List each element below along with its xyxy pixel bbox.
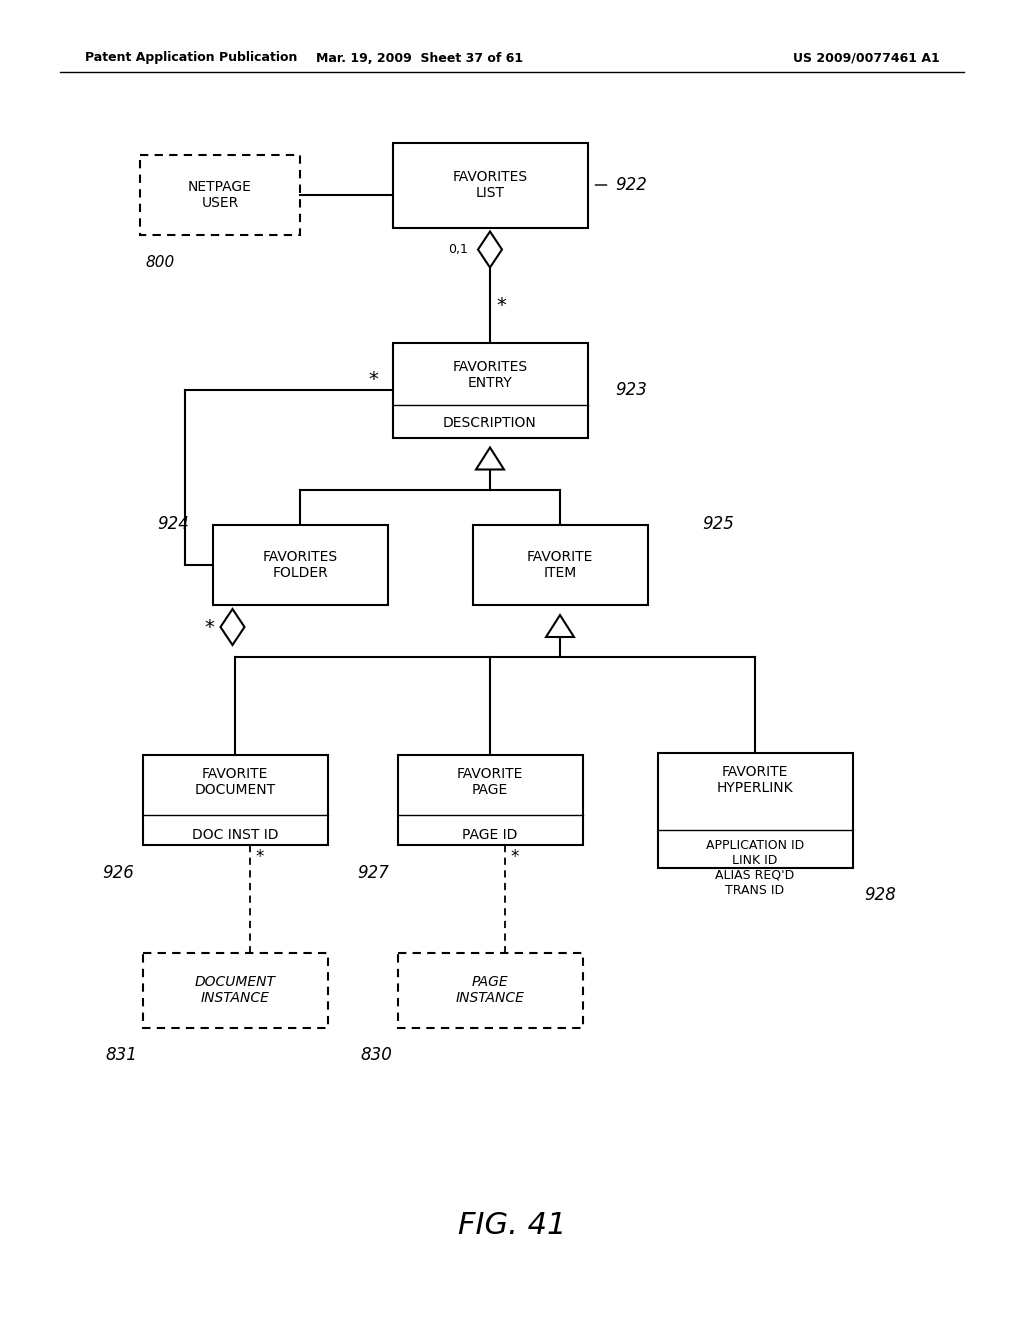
Text: FIG. 41: FIG. 41	[458, 1210, 566, 1239]
Text: *: *	[496, 296, 506, 314]
Text: Mar. 19, 2009  Sheet 37 of 61: Mar. 19, 2009 Sheet 37 of 61	[316, 51, 523, 65]
Text: FAVORITES
FOLDER: FAVORITES FOLDER	[262, 550, 338, 579]
Text: FAVORITE
PAGE: FAVORITE PAGE	[457, 767, 523, 797]
Text: *: *	[369, 371, 379, 389]
Text: 831: 831	[105, 1047, 137, 1064]
Bar	[657, 752, 853, 867]
Text: 925: 925	[702, 515, 734, 533]
Bar	[140, 154, 300, 235]
Bar	[392, 342, 588, 437]
Text: 800: 800	[145, 255, 174, 271]
Text: 927: 927	[357, 865, 389, 882]
Text: FAVORITES
ENTRY: FAVORITES ENTRY	[453, 360, 527, 391]
Text: 923: 923	[615, 381, 647, 399]
Text: 830: 830	[360, 1047, 392, 1064]
Polygon shape	[478, 231, 502, 268]
Text: 922: 922	[615, 176, 647, 194]
Text: FAVORITE
HYPERLINK: FAVORITE HYPERLINK	[717, 764, 794, 795]
Text: Patent Application Publication: Patent Application Publication	[85, 51, 297, 65]
Text: DOCUMENT
INSTANCE: DOCUMENT INSTANCE	[195, 975, 275, 1005]
Bar	[392, 143, 588, 227]
Polygon shape	[476, 447, 504, 470]
Text: PAGE
INSTANCE: PAGE INSTANCE	[456, 975, 524, 1005]
Bar	[213, 525, 387, 605]
Text: DESCRIPTION: DESCRIPTION	[443, 416, 537, 430]
Text: FAVORITES
LIST: FAVORITES LIST	[453, 170, 527, 201]
Bar	[397, 953, 583, 1027]
Bar	[142, 953, 328, 1027]
Text: 928: 928	[864, 887, 896, 904]
Polygon shape	[546, 615, 574, 638]
Text: DOC INST ID: DOC INST ID	[191, 828, 279, 842]
Text: FAVORITE
ITEM: FAVORITE ITEM	[526, 550, 593, 579]
Bar	[472, 525, 647, 605]
Text: 0,1: 0,1	[449, 243, 468, 256]
Text: NETPAGE
USER: NETPAGE USER	[188, 180, 252, 210]
Text: 924: 924	[158, 515, 189, 533]
Text: 926: 926	[102, 865, 134, 882]
Text: FAVORITE
DOCUMENT: FAVORITE DOCUMENT	[195, 767, 275, 797]
Text: APPLICATION ID
LINK ID
ALIAS REQ'D
TRANS ID: APPLICATION ID LINK ID ALIAS REQ'D TRANS…	[706, 840, 804, 898]
Polygon shape	[220, 609, 245, 645]
Bar	[397, 755, 583, 845]
Text: *: *	[255, 847, 263, 866]
Text: *: *	[510, 847, 518, 866]
Text: PAGE ID: PAGE ID	[462, 828, 518, 842]
Bar	[142, 755, 328, 845]
Text: US 2009/0077461 A1: US 2009/0077461 A1	[794, 51, 940, 65]
Text: *: *	[205, 618, 214, 636]
